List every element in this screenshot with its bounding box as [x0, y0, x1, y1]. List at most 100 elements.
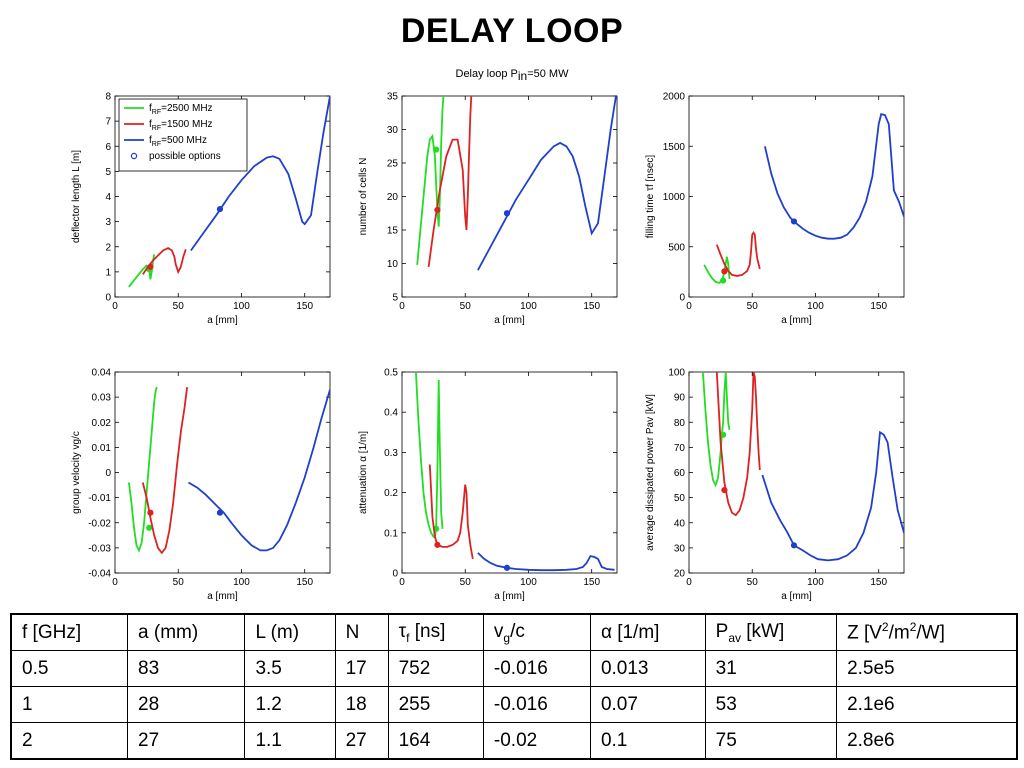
x-tick-label: 50 — [460, 301, 472, 312]
series-line-3 — [477, 552, 615, 572]
table-cell: 2.5e5 — [836, 650, 1018, 687]
x-tick-label: 0 — [399, 301, 405, 312]
legend-entry: fRF=500 MHz — [149, 135, 207, 148]
y-tick-label: 5 — [392, 293, 398, 304]
plot-frame — [401, 95, 618, 298]
table-cell: 28 — [127, 686, 246, 723]
y-axis-label: deflector length L [m] — [71, 150, 82, 243]
x-tick-label: 150 — [296, 577, 313, 588]
legend-box — [118, 98, 248, 172]
x-tick-label: 150 — [870, 301, 887, 312]
table-cell: 2 — [10, 722, 129, 760]
x-tick-label: 150 — [296, 301, 313, 312]
table-cell: 3.5 — [244, 650, 336, 687]
option-marker — [146, 524, 153, 531]
y-tick-label: 0 — [679, 293, 685, 304]
table-cell: 2.1e6 — [836, 686, 1018, 723]
table-cell: 1.2 — [244, 686, 336, 723]
option-marker — [503, 210, 511, 217]
series-line-3 — [190, 96, 330, 252]
x-tick-label: 0 — [112, 577, 118, 588]
y-tick-label: 0.01 — [92, 443, 112, 454]
x-axis-label: a [mm] — [781, 591, 812, 602]
x-tick-label: 50 — [173, 301, 185, 312]
header-a: a (mm) — [127, 613, 246, 651]
figure-title-sub: in — [517, 69, 528, 84]
x-tick-label: 0 — [686, 577, 692, 588]
series-line-2 — [715, 372, 761, 517]
y-tick-label: 0 — [105, 468, 111, 479]
subplot-2: 0 50 100 150 5 10 15 20 25 30 35 a [mm] number of ce… — [358, 92, 618, 326]
table-cell: 2.8e6 — [836, 722, 1018, 760]
option-marker — [721, 268, 728, 275]
plot-frame — [688, 95, 905, 298]
y-tick-label: 30 — [674, 543, 686, 554]
x-tick-label: 50 — [173, 577, 185, 588]
y-tick-label: 3 — [105, 217, 111, 228]
table-cell: 18 — [334, 686, 389, 723]
figure-title: Delay loop Pin=50 MW — [0, 68, 1024, 83]
y-tick-label: 0.04 — [92, 368, 112, 379]
table-cell: 0.5 — [10, 650, 129, 687]
y-tick-label: 7 — [105, 117, 111, 128]
y-tick-label: 0.3 — [384, 448, 398, 459]
x-tick-label: 100 — [807, 301, 824, 312]
option-marker — [434, 206, 441, 213]
y-tick-label: 1000 — [663, 192, 686, 203]
y-tick-label: 0.03 — [92, 393, 112, 404]
y-tick-label: -0.02 — [88, 518, 111, 529]
header-pav: Pav [kW] — [704, 613, 838, 651]
table-header-row: f [GHz] a (mm) L (m) N τf [ns] vg/c α [1… — [10, 613, 1018, 651]
option-marker — [147, 263, 154, 270]
legend-suffix: =2500 MHz — [161, 103, 212, 114]
option-marker — [147, 509, 154, 516]
subplot-4: 0 50 100 150 -0.04 -0.03 -0.02 -0.01 0 0.01 0.02 0.… — [71, 368, 331, 602]
x-axis-label: a [mm] — [781, 315, 812, 326]
plot-frame — [114, 371, 331, 574]
x-tick-label: 100 — [520, 301, 537, 312]
table-row: 0.5 83 3.5 17 752 -0.016 0.013 31 2.5e5 — [10, 650, 1018, 687]
y-tick-label: 8 — [105, 92, 111, 103]
option-marker — [216, 509, 224, 516]
legend-marker-options — [130, 152, 138, 160]
x-axis-label: a [mm] — [207, 315, 238, 326]
x-tick-label: 100 — [233, 577, 250, 588]
y-tick-label: 0.4 — [384, 408, 398, 419]
y-tick-label: 0 — [105, 293, 111, 304]
y-tick-label: 0 — [392, 569, 398, 580]
table-cell: 255 — [387, 686, 484, 723]
header-N: N — [334, 613, 389, 651]
y-tick-label: 80 — [674, 418, 686, 429]
x-tick-label: 0 — [112, 301, 118, 312]
y-tick-label: 70 — [674, 443, 686, 454]
y-tick-label: 90 — [674, 393, 686, 404]
table-cell: 17 — [334, 650, 389, 687]
x-tick-label: 150 — [583, 577, 600, 588]
header-tau: τf [ns] — [387, 613, 484, 651]
series-line-2 — [428, 464, 474, 560]
y-tick-label: 2 — [105, 242, 111, 253]
table-row: 1 28 1.2 18 255 -0.016 0.07 53 2.1e6 — [10, 686, 1018, 723]
y-tick-label: -0.04 — [88, 569, 111, 580]
series-line-3 — [187, 389, 330, 552]
option-marker — [720, 431, 727, 438]
option-marker — [721, 486, 728, 494]
subplot-6: 0 50 100 150 20 30 40 50 60 70 80 90 100 a [mm] averag… — [645, 368, 905, 602]
y-tick-label: 30 — [387, 125, 399, 136]
x-axis-label: a [mm] — [207, 591, 238, 602]
y-tick-label: 50 — [674, 493, 686, 504]
legend-suffix: possible options — [149, 151, 221, 162]
x-tick-label: 50 — [460, 577, 472, 588]
option-marker — [790, 542, 798, 549]
y-tick-label: 0.2 — [384, 488, 398, 499]
table-cell: 0.1 — [589, 722, 706, 760]
y-tick-label: -0.03 — [88, 543, 111, 554]
option-marker — [434, 541, 441, 548]
legend-entry: fRF=2500 MHz — [149, 103, 213, 116]
series-line-3 — [764, 112, 904, 240]
figure-title-suffix: =50 MW — [527, 68, 569, 80]
legend-suffix: =1500 MHz — [161, 119, 212, 130]
legend-suffix: =500 MHz — [161, 135, 207, 146]
